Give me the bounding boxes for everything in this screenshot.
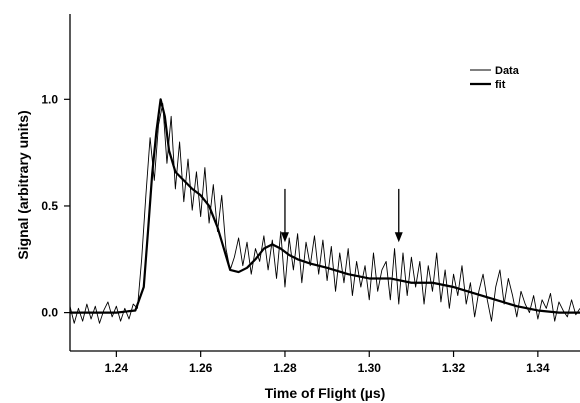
x-ticks: 1.24 1.26 1.28 1.30 1.32 1.34 <box>105 351 550 375</box>
legend: Data fit <box>470 65 520 91</box>
series-layer <box>69 98 580 324</box>
legend-label-fit: fit <box>495 79 506 91</box>
y-tick-label: 1.0 <box>41 92 58 106</box>
x-tick-label: 1.34 <box>526 361 550 375</box>
x-tick-label: 1.30 <box>358 361 382 375</box>
legend-label-data: Data <box>495 65 520 77</box>
annotation-arrowhead <box>394 232 403 243</box>
annotations <box>280 188 403 243</box>
series-line-fit <box>70 98 580 314</box>
plot-area: 1.24 1.26 1.28 1.30 1.32 1.34 0.0 0.5 1.0 <box>41 14 580 375</box>
annotation-arrowhead <box>280 232 289 243</box>
x-tick-label: 1.26 <box>189 361 213 375</box>
x-tick-label: 1.32 <box>442 361 466 375</box>
y-axis-label: Signal (arbitrary units) <box>15 110 31 259</box>
x-tick-label: 1.28 <box>273 361 297 375</box>
y-ticks: 0.0 0.5 1.0 <box>41 92 70 320</box>
y-tick-label: 0.5 <box>41 199 58 213</box>
series-line-data <box>69 103 580 324</box>
x-tick-label: 1.24 <box>105 361 129 375</box>
y-tick-label: 0.0 <box>41 306 58 320</box>
x-axis-label: Time of Flight (µs) <box>265 385 386 401</box>
